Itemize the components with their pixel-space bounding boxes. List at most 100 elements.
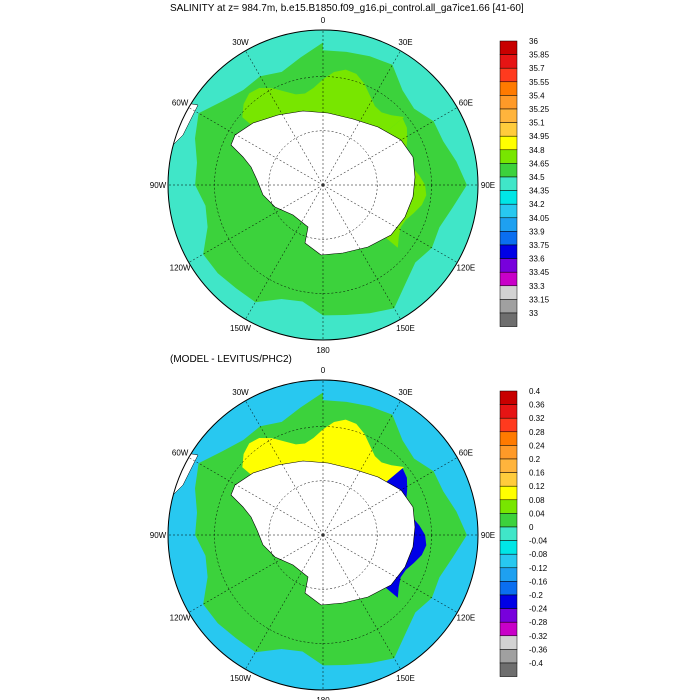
colorbar-tick-label: 34.35 bbox=[529, 187, 550, 196]
colorbar-tick-label: 36 bbox=[529, 37, 538, 46]
colorbar-tick-label: 33.3 bbox=[529, 282, 545, 291]
meridian-line bbox=[322, 184, 458, 263]
colorbar-swatch bbox=[499, 258, 518, 273]
meridian-line bbox=[188, 184, 324, 263]
meridian-line bbox=[322, 184, 401, 320]
colorbar-swatch bbox=[499, 299, 518, 314]
longitude-label: 30E bbox=[398, 38, 412, 47]
meridian-line bbox=[245, 184, 324, 320]
colorbar-tick-label: 33.9 bbox=[529, 227, 545, 236]
colorbar-tick-label: -0.24 bbox=[529, 605, 548, 614]
colorbar-tick-label: -0.2 bbox=[529, 591, 543, 600]
map-border bbox=[167, 29, 479, 341]
colorbar-swatch bbox=[499, 67, 518, 83]
colorbar-swatch bbox=[499, 231, 518, 246]
colorbar-swatch bbox=[499, 54, 518, 69]
top-chart-title: SALINITY at z= 984.7m, b.e15.B1850.f09_g… bbox=[170, 3, 524, 14]
longitude-label: 30W bbox=[232, 38, 249, 47]
colorbar-tick-label: -0.16 bbox=[529, 577, 548, 586]
meridian-line bbox=[245, 50, 324, 186]
colorbar-tick-label: 0.32 bbox=[529, 414, 545, 423]
longitude-label: 30E bbox=[398, 388, 412, 397]
longitude-label: 150E bbox=[396, 324, 415, 333]
colorbar-tick-label: 33.75 bbox=[529, 241, 550, 250]
colorbar-tick-label: -0.32 bbox=[529, 632, 548, 641]
longitude-label: 60W bbox=[172, 99, 189, 108]
meridian-line bbox=[322, 50, 401, 186]
meridian-line bbox=[245, 534, 324, 670]
colorbar-swatch bbox=[499, 445, 518, 460]
colorbar-swatch bbox=[499, 621, 518, 637]
colorbar-swatch bbox=[499, 217, 518, 232]
colorbar-tick-label: 35.55 bbox=[529, 78, 550, 87]
colorbar-tick-label: -0.12 bbox=[529, 564, 548, 573]
colorbar-swatch bbox=[499, 108, 518, 123]
meridian-line bbox=[322, 107, 458, 186]
colorbar-tick-label: 33 bbox=[529, 309, 538, 318]
meridian-line bbox=[322, 534, 458, 613]
latitude-circle bbox=[268, 480, 378, 590]
colorbar-tick-label: 0.08 bbox=[529, 496, 545, 505]
colorbar-tick-label: 35.7 bbox=[529, 64, 545, 73]
colorbar-tick-label: 34.65 bbox=[529, 159, 550, 168]
longitude-label: 0 bbox=[321, 366, 326, 375]
colorbar-swatch bbox=[499, 485, 518, 501]
bottom-chart-title: (MODEL - LEVITUS/PHC2) bbox=[170, 354, 292, 365]
meridian-line bbox=[245, 400, 324, 536]
longitude-label: 120E bbox=[457, 614, 476, 623]
colorbar-tick-label: 35.4 bbox=[529, 91, 545, 100]
map-border bbox=[167, 379, 479, 691]
colorbar-tick-label: 34.8 bbox=[529, 146, 545, 155]
longitude-label: 120W bbox=[170, 264, 191, 273]
colorbar-tick-label: 33.45 bbox=[529, 268, 550, 277]
polar-map-0: 0 30E 60E 90E 120E 150E 180 150W 120W 90W 60W 30W 36… bbox=[150, 16, 550, 355]
colorbar-tick-label: 0.36 bbox=[529, 401, 545, 410]
longitude-label: 90W bbox=[150, 181, 167, 190]
colorbar-swatch bbox=[499, 244, 518, 259]
colorbar-swatch bbox=[499, 149, 518, 164]
colorbar-tick-label: 0.16 bbox=[529, 469, 545, 478]
colorbar-swatch bbox=[499, 190, 518, 205]
colorbar-swatch bbox=[499, 635, 518, 650]
longitude-label: 60W bbox=[172, 449, 189, 458]
colorbar-swatch bbox=[499, 40, 518, 55]
colorbar-swatch bbox=[499, 458, 518, 473]
meridian-line bbox=[188, 457, 324, 536]
colorbar-tick-label: 0.24 bbox=[529, 441, 545, 450]
meridian-line bbox=[188, 107, 324, 186]
colorbar-tick-label: 33.15 bbox=[529, 295, 550, 304]
colorbar-tick-label: 0.4 bbox=[529, 387, 541, 396]
colorbar-swatch bbox=[499, 285, 518, 300]
colorbar-1: 0.4 0.36 0.32 0.28 0.24 0.2 0.16 0.12 0.08 0.04 0 -… bbox=[499, 387, 548, 677]
colorbar-swatch bbox=[499, 203, 518, 219]
longitude-label: 60E bbox=[459, 449, 473, 458]
colorbar-tick-label: 0.2 bbox=[529, 455, 541, 464]
colorbar-swatch bbox=[499, 567, 518, 582]
longitude-label: 150E bbox=[396, 674, 415, 683]
colorbar-swatch bbox=[499, 404, 518, 419]
longitude-label: 180 bbox=[316, 346, 330, 355]
colorbar-swatch bbox=[499, 608, 518, 623]
longitude-label: 90E bbox=[481, 181, 495, 190]
colorbar-swatch bbox=[499, 312, 518, 327]
colorbar-tick-label: -0.4 bbox=[529, 659, 543, 668]
colorbar-swatch bbox=[499, 176, 518, 191]
colorbar-tick-label: -0.08 bbox=[529, 550, 548, 559]
colorbar-tick-label: 34.05 bbox=[529, 214, 550, 223]
colorbar-tick-label: 0.28 bbox=[529, 428, 545, 437]
colorbar-swatch bbox=[499, 135, 518, 151]
polar-map-1: 0 30E 60E 90E 120E 150E 180 150W 120W 90W 60W 30W 0.… bbox=[150, 366, 548, 700]
longitude-label: 0 bbox=[321, 16, 326, 25]
colorbar-tick-label: 35.25 bbox=[529, 105, 550, 114]
colorbar-tick-label: 0.04 bbox=[529, 509, 545, 518]
colorbar-tick-label: 0.12 bbox=[529, 482, 545, 491]
longitude-label: 150W bbox=[230, 324, 251, 333]
colorbar-swatch bbox=[499, 390, 518, 405]
longitude-label: 120E bbox=[457, 264, 476, 273]
longitude-label: 90W bbox=[150, 531, 167, 540]
colorbar-tick-label: 34.95 bbox=[529, 132, 550, 141]
colorbar-swatch bbox=[499, 649, 518, 664]
colorbar-swatch bbox=[499, 513, 518, 528]
colorbar-tick-label: 35.1 bbox=[529, 119, 545, 128]
